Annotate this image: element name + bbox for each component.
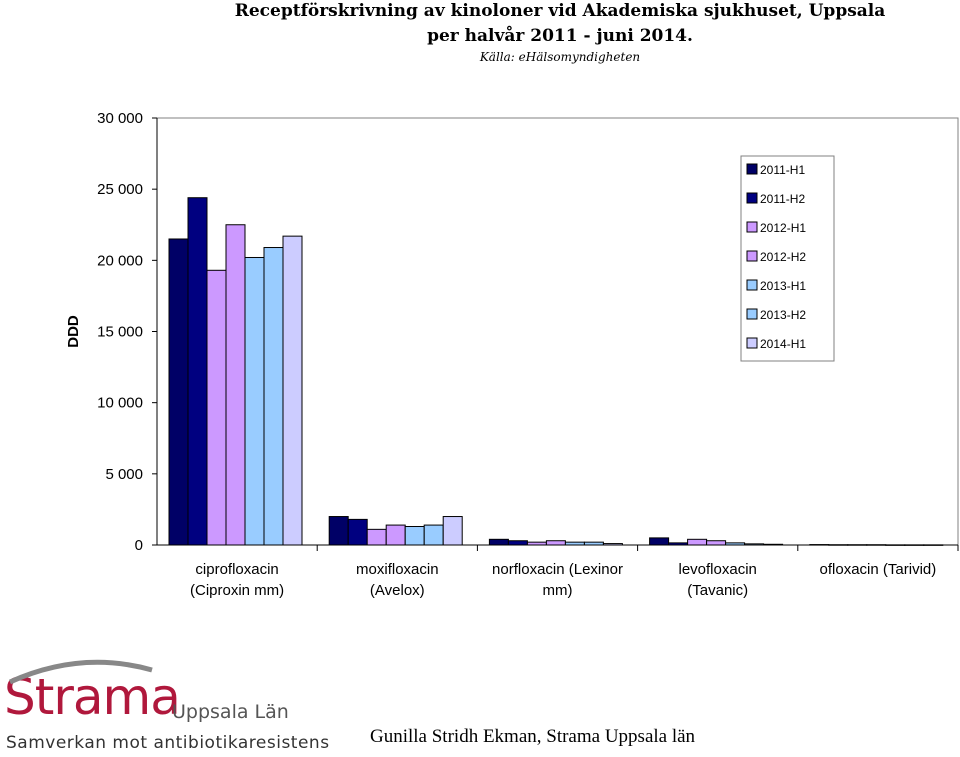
bar xyxy=(545,540,566,546)
x-category-label: (Avelox) xyxy=(370,582,425,599)
legend-label: 2014-H1 xyxy=(760,337,806,351)
strama-logo: Strama xyxy=(4,659,181,726)
legend-swatch xyxy=(746,163,758,175)
bar xyxy=(763,543,784,546)
y-tick-label: 0 xyxy=(135,537,143,554)
bar xyxy=(442,516,463,546)
y-tick-label: 15 000 xyxy=(97,324,143,341)
bar xyxy=(507,540,528,546)
x-category-label: ofloxacin (Tarivid) xyxy=(820,561,937,578)
bar xyxy=(488,538,509,546)
chart-title-line1: Receptförskrivning av kinoloner vid Akad… xyxy=(234,1,886,21)
x-category-label: (Ciproxin mm) xyxy=(190,582,284,599)
logo-name: Strama xyxy=(4,668,181,726)
legend-swatch xyxy=(746,221,758,233)
bar xyxy=(866,544,887,546)
bar-chart: 0 5 000 10 000 15 000 20 000 25 000 30 000 DDD c… xyxy=(65,110,959,599)
bar xyxy=(809,544,830,546)
bar xyxy=(526,541,547,546)
bar xyxy=(404,525,425,546)
x-category-label: ciprofloxacin xyxy=(195,561,278,578)
bar xyxy=(904,544,925,546)
bar xyxy=(225,224,246,546)
x-category-label: norfloxacin (Lexinor xyxy=(492,561,623,578)
bar xyxy=(423,524,444,546)
y-tick-label: 20 000 xyxy=(97,252,143,269)
legend-swatch xyxy=(746,308,758,320)
bar xyxy=(187,197,208,546)
legend-label: 2013-H2 xyxy=(760,308,806,322)
bar xyxy=(706,540,727,546)
y-tick-label: 10 000 xyxy=(97,395,143,412)
y-tick-label: 30 000 xyxy=(97,110,143,127)
x-category-label: levofloxacin xyxy=(679,561,757,578)
bar xyxy=(168,238,189,546)
logo-tagline: Samverkan mot antibiotikaresistens xyxy=(6,733,330,753)
bar xyxy=(923,544,944,546)
legend-swatch xyxy=(746,337,758,349)
bar xyxy=(385,524,406,546)
y-axis-label: DDD xyxy=(65,315,82,348)
bar xyxy=(649,537,670,546)
logo-sub: Uppsala Län xyxy=(172,701,289,723)
legend-label: 2011-H1 xyxy=(760,163,805,177)
legend-swatch xyxy=(746,279,758,291)
chart-source: Källa: eHälsomyndigheten xyxy=(479,50,641,64)
x-category-label: moxifloxacin xyxy=(356,561,439,578)
legend-label: 2011-H2 xyxy=(760,192,805,206)
author: Gunilla Stridh Ekman, Strama Uppsala län xyxy=(370,726,696,747)
bar xyxy=(366,528,387,546)
bar xyxy=(347,518,368,546)
bar xyxy=(244,256,265,546)
y-tick-label: 5 000 xyxy=(105,466,143,483)
legend-label: 2013-H1 xyxy=(760,279,806,293)
bar xyxy=(744,543,765,546)
bar xyxy=(687,538,708,546)
y-tick-label: 25 000 xyxy=(97,181,143,198)
bar xyxy=(602,543,623,546)
bar xyxy=(328,516,349,546)
chart-title-line2: per halvår 2011 - juni 2014. xyxy=(427,26,693,46)
bar xyxy=(263,247,284,546)
bar xyxy=(885,544,906,546)
legend-label: 2012-H1 xyxy=(760,221,806,235)
legend-swatch xyxy=(746,250,758,262)
legend-label: 2012-H2 xyxy=(760,250,806,264)
legend-swatch xyxy=(746,192,758,204)
logo-arc-icon xyxy=(8,659,153,685)
x-category-label: mm) xyxy=(543,582,573,599)
bar xyxy=(668,542,689,546)
bar xyxy=(206,269,227,546)
bar xyxy=(583,541,604,546)
bar xyxy=(564,541,585,546)
bar xyxy=(847,544,868,546)
bar xyxy=(282,235,303,546)
bar xyxy=(725,542,746,546)
bar xyxy=(828,544,849,546)
x-category-label: (Tavanic) xyxy=(687,582,748,599)
